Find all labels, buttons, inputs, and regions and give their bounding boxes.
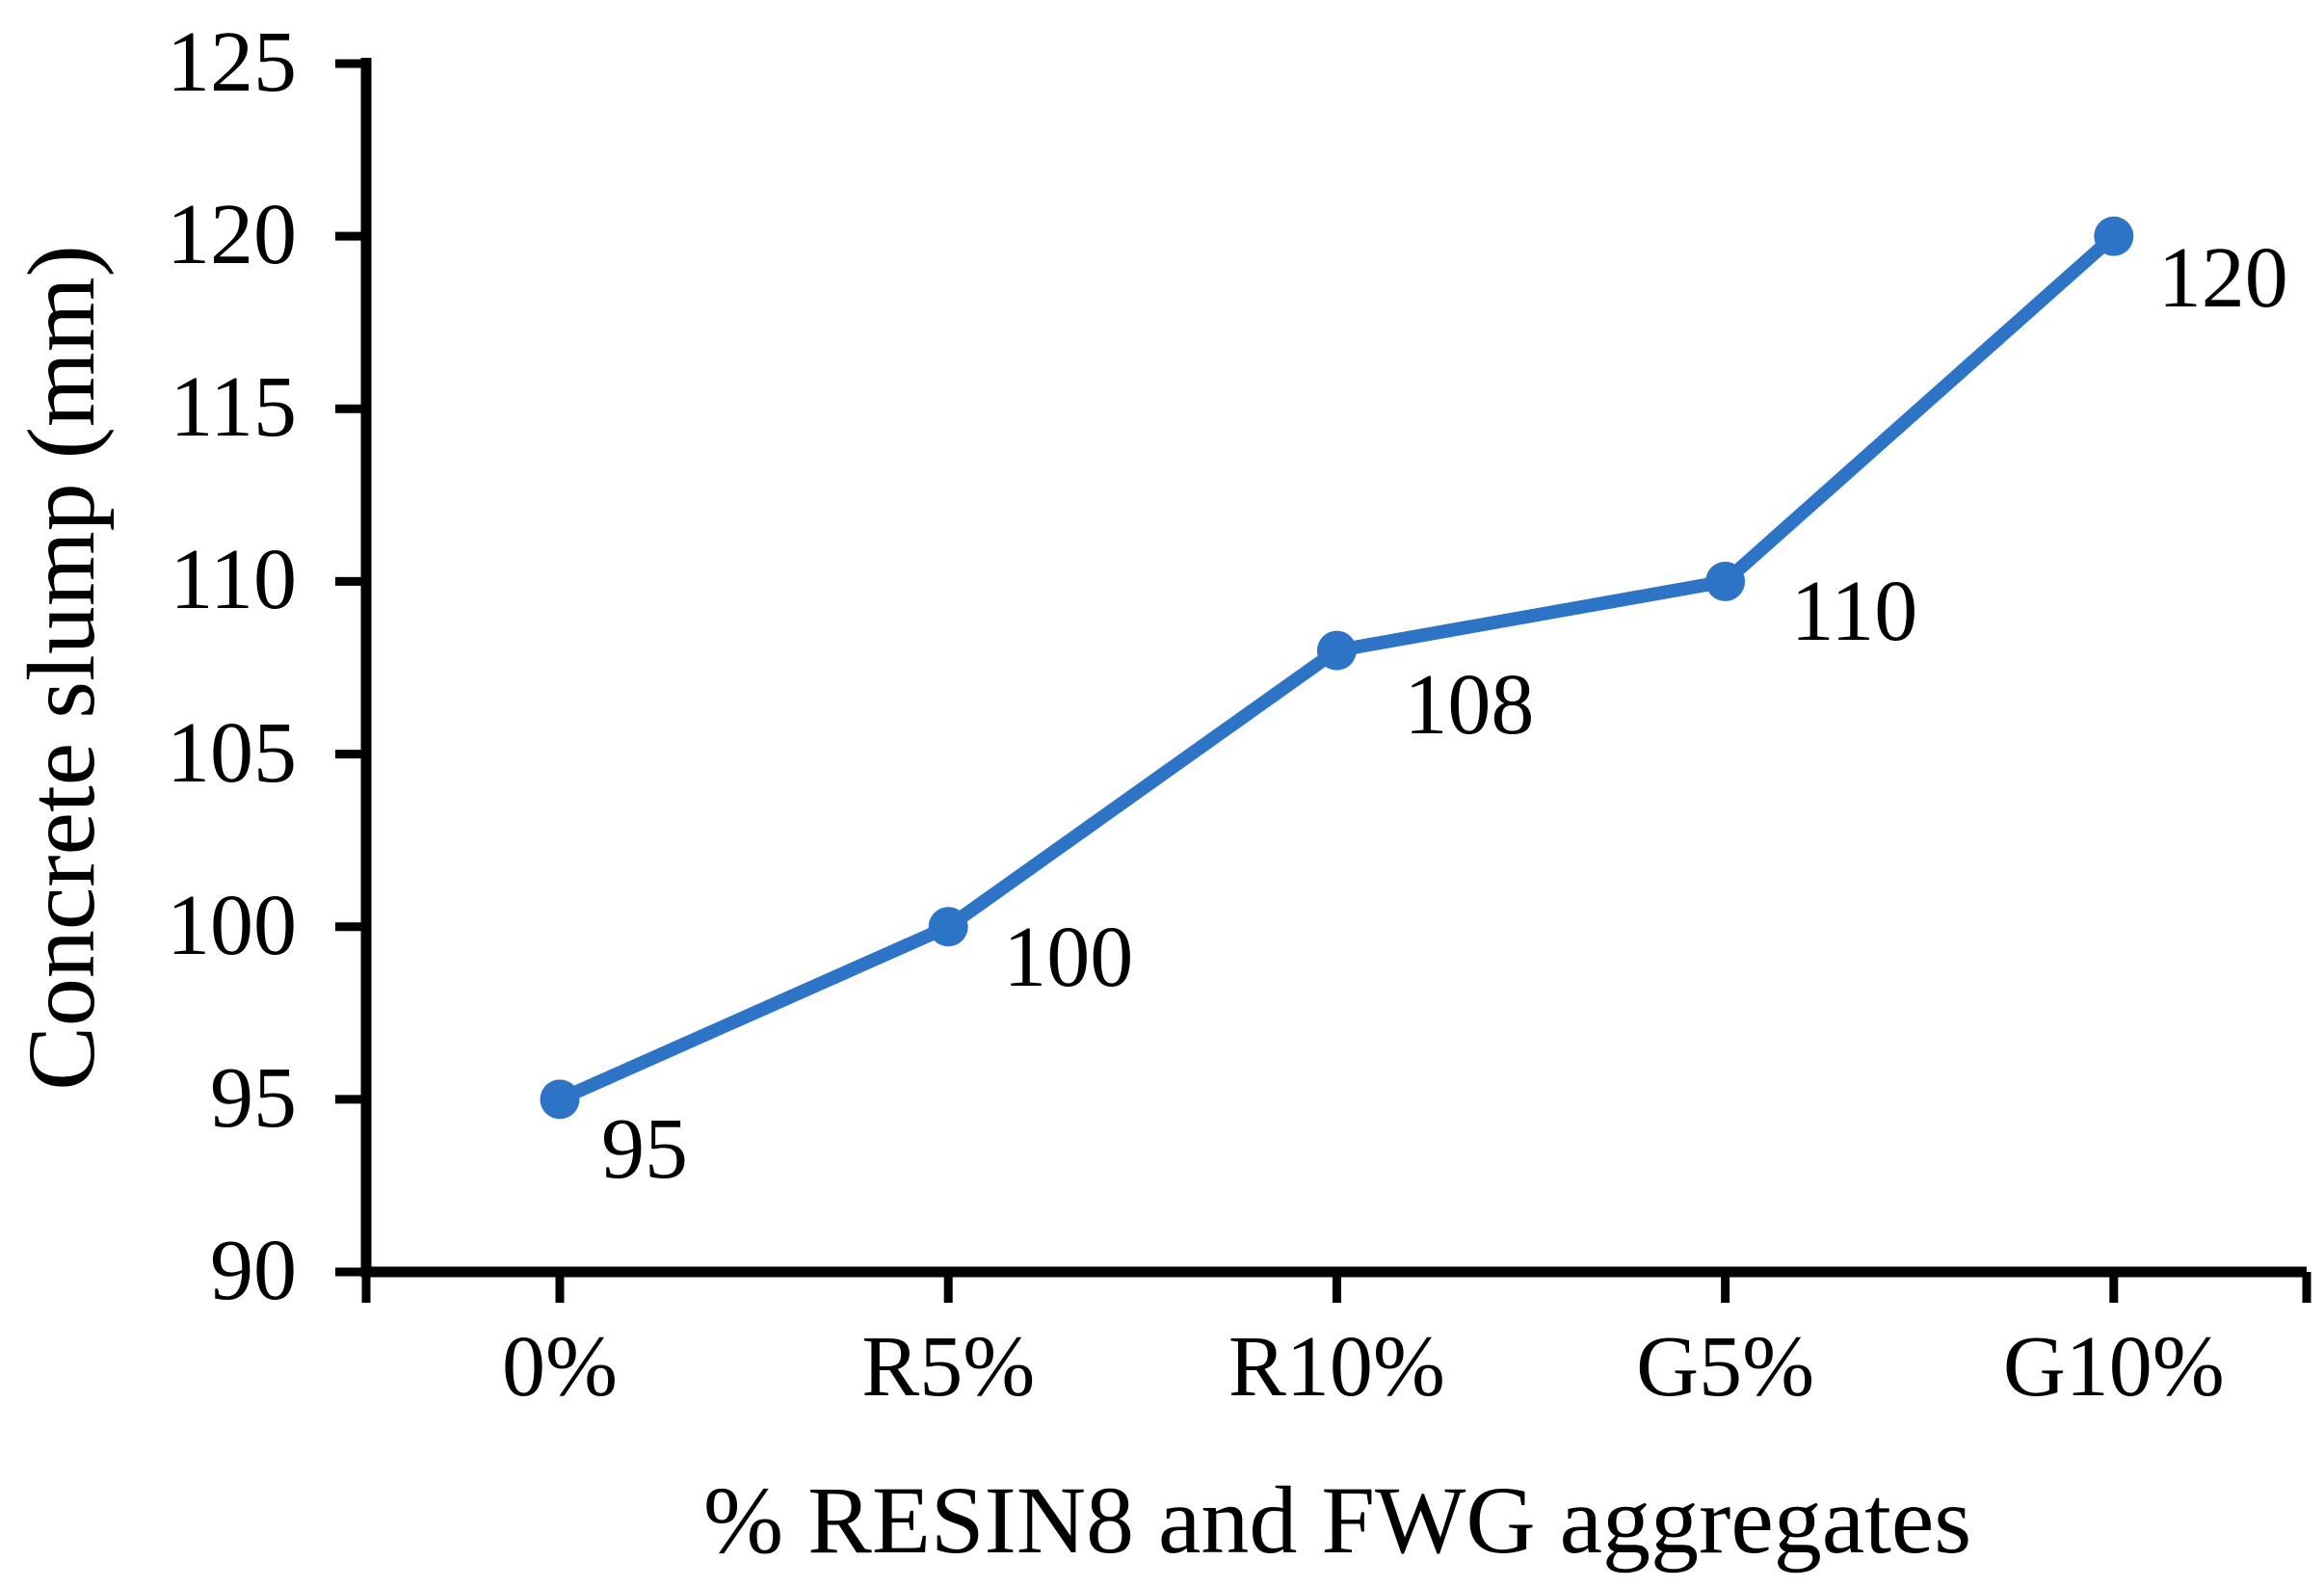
data-point-marker <box>928 907 968 947</box>
x-tick-label: G10% <box>2002 1319 2225 1415</box>
x-axis-title: % RESIN8 and FWG aggregates <box>702 1467 1972 1574</box>
y-tick-label: 110 <box>170 532 297 628</box>
x-tick-label: R10% <box>1228 1319 1445 1415</box>
x-tick-label: 0% <box>502 1319 618 1415</box>
data-point-label: 100 <box>1003 909 1134 1005</box>
y-tick-label: 115 <box>170 359 297 456</box>
data-point-marker <box>1705 561 1746 601</box>
data-point-marker <box>1316 630 1357 671</box>
y-tick-label: 90 <box>210 1223 297 1318</box>
data-point-label: 110 <box>1790 564 1918 660</box>
data-point-marker <box>2094 216 2134 256</box>
x-tick-label: G5% <box>1636 1319 1815 1415</box>
data-point-label: 108 <box>1404 657 1535 754</box>
data-point-label: 95 <box>601 1100 688 1197</box>
y-tick-label: 125 <box>167 14 297 110</box>
x-tick-label: R5% <box>861 1319 1036 1415</box>
y-tick-label: 100 <box>167 877 297 973</box>
data-point-marker <box>540 1079 580 1120</box>
y-tick-label: 95 <box>210 1049 297 1146</box>
y-tick-label: 120 <box>167 187 297 283</box>
y-tick-label: 105 <box>167 704 297 801</box>
data-point-label: 120 <box>2157 230 2288 327</box>
